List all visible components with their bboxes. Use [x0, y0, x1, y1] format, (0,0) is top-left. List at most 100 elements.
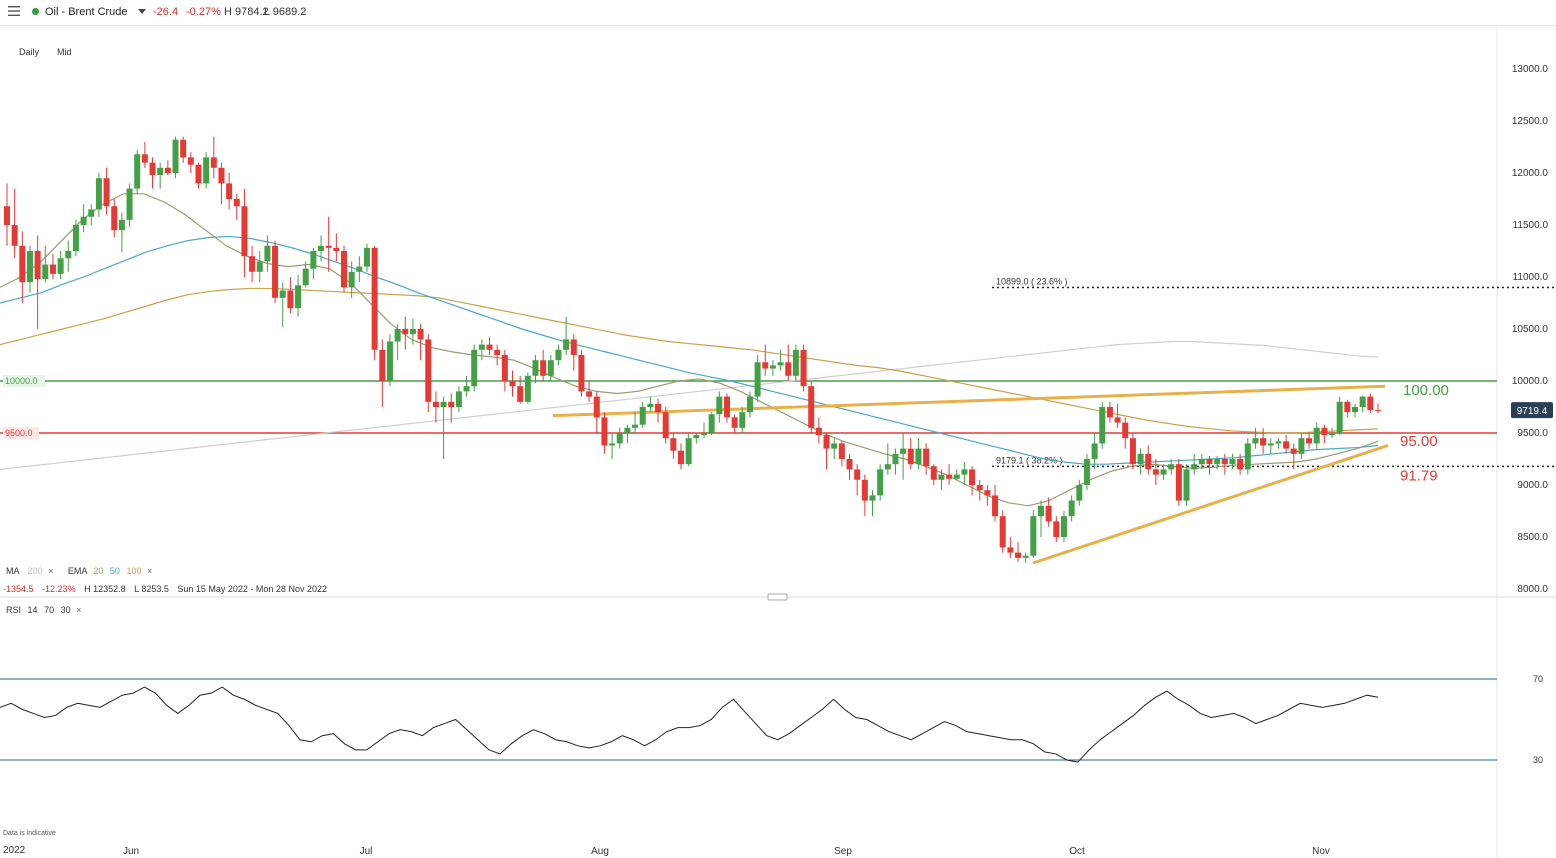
close-icon[interactable]: × — [76, 605, 82, 615]
candle-body — [256, 261, 263, 272]
candle — [203, 152, 210, 189]
candle-body — [440, 401, 447, 407]
candle — [180, 136, 187, 163]
close-icon[interactable]: × — [147, 566, 153, 576]
candle — [4, 183, 10, 246]
candle-body — [884, 464, 891, 470]
ma-label: MA — [6, 566, 20, 576]
fib-label-236: 10899.0 ( 23.6% ) — [996, 277, 1068, 287]
candle — [1321, 424, 1328, 444]
caret-down-icon[interactable] — [138, 9, 146, 14]
candle — [333, 233, 340, 262]
candle — [1229, 453, 1236, 470]
candle-body — [1060, 516, 1067, 537]
x-tick-label: Jul — [360, 846, 373, 857]
candle — [310, 247, 317, 280]
date-range: Sun 15 May 2022 - Mon 28 Nov 2022 — [177, 584, 327, 594]
candle — [509, 370, 516, 397]
candle-body — [586, 391, 593, 397]
candle-body — [693, 435, 700, 439]
candle — [1060, 511, 1067, 543]
candle-body — [463, 386, 470, 392]
candle-body — [478, 344, 485, 350]
candle — [386, 334, 393, 387]
candle-body — [195, 164, 202, 184]
candle-body — [448, 401, 455, 407]
candle — [417, 323, 424, 361]
level-label-95: 95.00 — [1400, 433, 1438, 450]
candle — [1198, 453, 1205, 470]
candle-body — [1367, 396, 1374, 411]
candle-body — [547, 360, 554, 376]
session-high: H 9784.2 — [224, 6, 269, 18]
instrument-name[interactable]: Oil - Brent Crude — [45, 6, 128, 18]
candle — [1290, 443, 1297, 470]
candle-body — [203, 157, 210, 184]
candle — [823, 433, 830, 470]
menu-icon[interactable] — [8, 5, 20, 17]
candle — [1191, 453, 1198, 475]
candle-body — [838, 443, 845, 459]
candle — [356, 256, 363, 283]
candle-body — [1183, 469, 1190, 501]
candle-body — [609, 443, 616, 446]
candle — [769, 360, 776, 376]
candle — [831, 438, 838, 459]
rsi-tick-label: 30 — [1533, 755, 1543, 765]
candle-body — [1175, 464, 1182, 501]
candle-body — [333, 247, 340, 251]
candle-body — [1229, 459, 1236, 465]
candle-body — [1237, 459, 1244, 470]
candle — [930, 464, 937, 485]
candle — [486, 337, 493, 355]
candle — [1122, 417, 1129, 449]
candle — [961, 462, 968, 485]
candle-body — [632, 424, 639, 428]
candle-body — [1329, 433, 1336, 436]
range-high: H 12352.8 — [84, 584, 126, 594]
candle — [379, 339, 386, 407]
candle — [708, 412, 715, 436]
candle — [846, 453, 853, 480]
candle-body — [769, 365, 776, 369]
candle-body — [731, 417, 738, 428]
candle — [455, 386, 462, 413]
candle-body — [1244, 443, 1251, 470]
candle — [563, 316, 570, 355]
candle-body — [563, 339, 570, 350]
ema-label: EMA — [67, 566, 87, 576]
candle-body — [386, 341, 393, 381]
range-summary: -1354.5 -12.23% H 12352.8 L 8253.5 Sun 1… — [3, 584, 327, 594]
candle-body — [647, 403, 654, 407]
candle-body — [1375, 410, 1381, 412]
candle-body — [111, 206, 118, 231]
price-type-button[interactable]: Mid — [57, 47, 72, 57]
candle-body — [1022, 555, 1029, 558]
y-tick-label: 9500.0 — [1517, 428, 1548, 439]
candle — [655, 398, 662, 423]
candle — [187, 152, 194, 173]
candle — [164, 160, 171, 176]
candle — [609, 433, 616, 459]
candle — [632, 412, 639, 433]
candle — [1313, 422, 1320, 449]
candle — [218, 162, 225, 205]
y-tick-label: 8500.0 — [1517, 532, 1548, 543]
candle-body — [1214, 459, 1221, 465]
candle-body — [509, 381, 516, 387]
candle-body — [341, 251, 348, 288]
candle — [210, 136, 217, 179]
candle — [1359, 395, 1366, 413]
candle-body — [325, 245, 332, 248]
interval-button[interactable]: Daily — [19, 47, 40, 57]
candle-body — [1290, 448, 1297, 454]
candle-body — [1099, 407, 1106, 444]
candle-body — [1030, 516, 1037, 556]
candle — [1237, 453, 1244, 475]
candle — [463, 375, 470, 397]
candle — [103, 167, 110, 215]
candle-body — [800, 349, 807, 387]
candle-body — [486, 344, 493, 350]
close-icon[interactable]: × — [48, 566, 54, 576]
